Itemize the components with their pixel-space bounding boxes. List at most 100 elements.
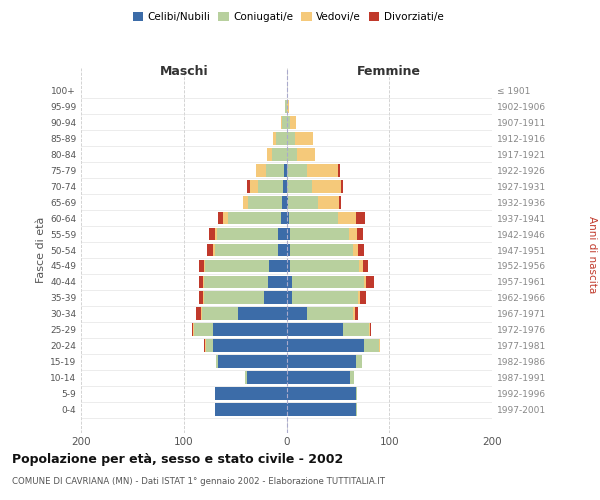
- Bar: [356, 356, 362, 368]
- Bar: [212, 244, 215, 256]
- Bar: [218, 212, 223, 224]
- Bar: [281, 212, 287, 224]
- Bar: [364, 340, 379, 352]
- Bar: [289, 212, 338, 224]
- Bar: [272, 148, 287, 160]
- Bar: [215, 387, 287, 400]
- Bar: [290, 116, 296, 129]
- Bar: [287, 196, 319, 208]
- Bar: [205, 276, 268, 288]
- Bar: [287, 260, 290, 272]
- Bar: [287, 180, 312, 192]
- Bar: [287, 276, 292, 288]
- Bar: [292, 292, 358, 304]
- Bar: [223, 212, 228, 224]
- Legend: Celibi/Nubili, Coniugati/e, Vedovi/e, Divorziati/e: Celibi/Nubili, Coniugati/e, Vedovi/e, Di…: [128, 8, 448, 26]
- Bar: [283, 116, 287, 129]
- Bar: [273, 132, 276, 144]
- Bar: [287, 324, 343, 336]
- Bar: [268, 276, 287, 288]
- Bar: [307, 308, 353, 320]
- Bar: [349, 228, 358, 240]
- Bar: [228, 212, 281, 224]
- Bar: [245, 371, 247, 384]
- Bar: [312, 180, 341, 192]
- Bar: [295, 132, 313, 144]
- Bar: [217, 228, 278, 240]
- Bar: [269, 260, 287, 272]
- Bar: [287, 148, 297, 160]
- Text: Anni di nascita: Anni di nascita: [587, 216, 597, 294]
- Bar: [341, 180, 343, 192]
- Bar: [203, 292, 205, 304]
- Bar: [215, 403, 287, 416]
- Bar: [358, 292, 361, 304]
- Bar: [379, 340, 380, 352]
- Bar: [287, 164, 307, 176]
- Bar: [199, 276, 203, 288]
- Bar: [248, 196, 283, 208]
- Bar: [205, 340, 206, 352]
- Bar: [250, 180, 258, 192]
- Bar: [290, 228, 349, 240]
- Bar: [212, 340, 287, 352]
- Bar: [353, 244, 358, 256]
- Bar: [287, 228, 290, 240]
- Bar: [364, 276, 365, 288]
- Bar: [284, 164, 287, 176]
- Bar: [290, 260, 359, 272]
- Bar: [203, 276, 205, 288]
- Bar: [359, 260, 362, 272]
- Bar: [218, 356, 287, 368]
- Bar: [209, 228, 215, 240]
- Bar: [319, 196, 339, 208]
- Bar: [287, 356, 356, 368]
- Text: Maschi: Maschi: [160, 64, 208, 78]
- Bar: [356, 403, 358, 416]
- Bar: [201, 308, 202, 320]
- Bar: [193, 324, 194, 336]
- Text: Popolazione per età, sesso e stato civile - 2002: Popolazione per età, sesso e stato civil…: [12, 452, 343, 466]
- Bar: [206, 340, 212, 352]
- Bar: [287, 292, 292, 304]
- Bar: [358, 244, 364, 256]
- Bar: [244, 196, 248, 208]
- Bar: [290, 244, 353, 256]
- Bar: [212, 324, 287, 336]
- Bar: [267, 148, 272, 160]
- Bar: [247, 180, 250, 192]
- Bar: [287, 116, 290, 129]
- Bar: [266, 164, 284, 176]
- Bar: [204, 292, 264, 304]
- Bar: [297, 148, 315, 160]
- Text: COMUNE DI CAVRIANA (MN) - Dati ISTAT 1° gennaio 2002 - Elaborazione TUTTITALIA.I: COMUNE DI CAVRIANA (MN) - Dati ISTAT 1° …: [12, 478, 385, 486]
- Bar: [247, 371, 287, 384]
- Bar: [287, 132, 295, 144]
- Bar: [292, 276, 364, 288]
- Bar: [287, 212, 289, 224]
- Bar: [350, 371, 355, 384]
- Bar: [215, 356, 218, 368]
- Bar: [338, 164, 340, 176]
- Bar: [278, 244, 287, 256]
- Bar: [256, 164, 266, 176]
- Bar: [194, 324, 212, 336]
- Bar: [283, 196, 287, 208]
- Bar: [356, 387, 358, 400]
- Bar: [370, 324, 371, 336]
- Bar: [287, 403, 356, 416]
- Bar: [215, 244, 278, 256]
- Y-axis label: Fasce di età: Fasce di età: [36, 217, 46, 283]
- Bar: [281, 116, 283, 129]
- Bar: [369, 324, 370, 336]
- Bar: [192, 324, 193, 336]
- Bar: [196, 308, 201, 320]
- Bar: [205, 260, 269, 272]
- Bar: [276, 132, 287, 144]
- Bar: [283, 180, 287, 192]
- Bar: [287, 244, 290, 256]
- Bar: [208, 244, 212, 256]
- Bar: [238, 308, 287, 320]
- Bar: [338, 212, 356, 224]
- Text: Femmine: Femmine: [357, 64, 421, 78]
